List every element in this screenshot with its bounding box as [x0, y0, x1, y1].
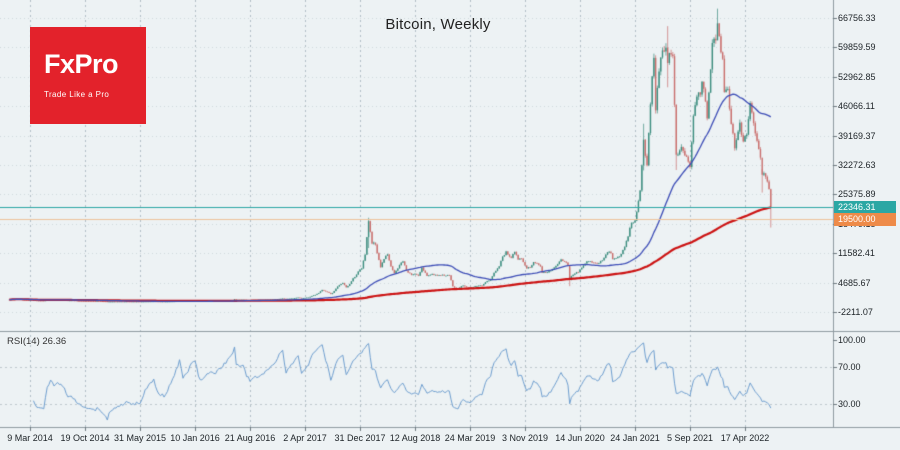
fxpro-logo-brand: FxPro	[44, 49, 119, 79]
fxpro-logo-tagline: Trade Like a Pro	[44, 90, 110, 99]
chart-title: Bitcoin, Weekly	[385, 16, 491, 33]
fxpro-logo: FxPro Trade Like a Pro	[30, 27, 146, 124]
rsi-indicator-label: RSI(14) 26.36	[7, 336, 67, 347]
